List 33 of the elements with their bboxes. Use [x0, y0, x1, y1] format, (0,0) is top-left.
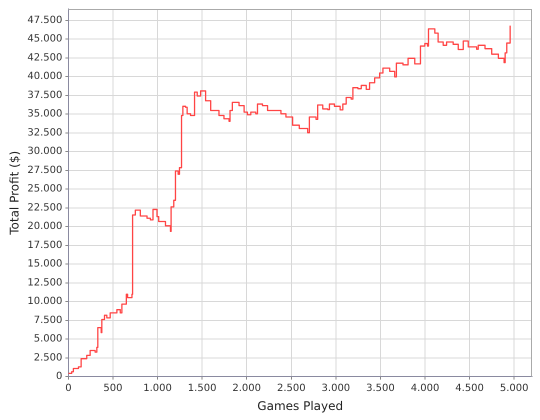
- y-tick-label: 25.000: [27, 184, 62, 195]
- x-tick-label: 0: [65, 383, 72, 394]
- y-tick-label: 20.000: [27, 221, 62, 232]
- y-tick-label: 0: [56, 371, 62, 382]
- y-tick-label: 37.500: [27, 90, 62, 101]
- y-tick-label: 47.500: [27, 14, 62, 26]
- y-tick-label: 30.000: [27, 146, 62, 158]
- y-tick-label: 32.500: [27, 127, 62, 138]
- y-tick-label: 15.000: [27, 258, 62, 270]
- y-tick-label: 35.000: [27, 108, 62, 120]
- x-axis-title: Games Played: [257, 398, 344, 413]
- y-tick-label: 12.500: [27, 277, 62, 288]
- x-tick-label: 2.500: [276, 383, 306, 394]
- y-tick-label: 27.500: [27, 164, 62, 176]
- x-tick-label: 4.500: [455, 383, 484, 394]
- y-tick-label: 2.500: [34, 352, 62, 364]
- y-tick-label: 10.000: [27, 296, 62, 308]
- y-tick-label: 45.000: [27, 34, 62, 45]
- x-tick-label: 2.000: [232, 383, 262, 394]
- y-tick-label: 5.000: [34, 334, 62, 345]
- y-axis-title: Total Profit ($): [7, 150, 22, 236]
- y-tick-label: 22.500: [27, 202, 62, 214]
- y-tick-label: 7.500: [34, 314, 62, 326]
- x-tick-label: 4.000: [410, 383, 440, 394]
- x-tick-label: 500: [103, 383, 123, 394]
- x-tick-label: 3.500: [366, 383, 395, 394]
- x-tick-label: 1.000: [143, 383, 172, 394]
- y-tick-label: 17.500: [27, 240, 62, 251]
- y-tick-label: 42.500: [27, 52, 62, 64]
- x-tick-label: 5.000: [500, 383, 528, 394]
- x-tick-label: 1.500: [188, 383, 216, 394]
- y-tick-label: 40.000: [27, 71, 62, 82]
- x-tick-label: 3.000: [322, 383, 350, 394]
